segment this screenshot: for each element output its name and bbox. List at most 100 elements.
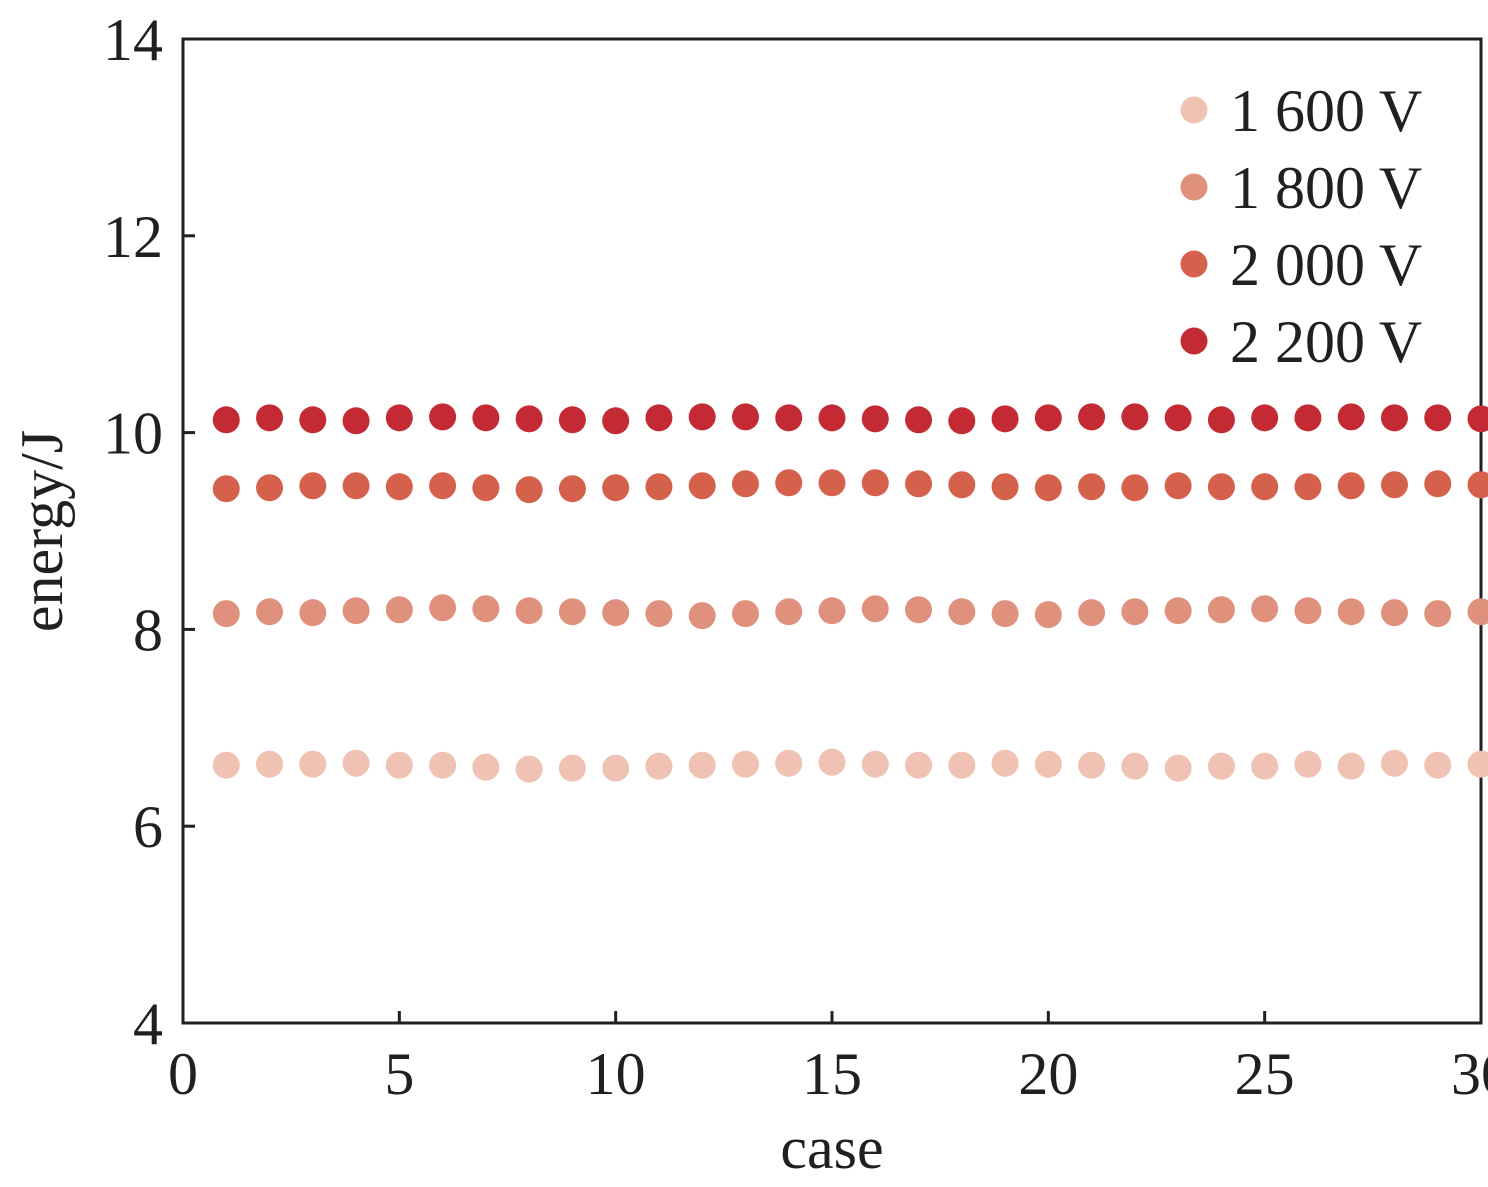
data-point-series-1	[1424, 600, 1452, 628]
data-point-series-2	[602, 474, 630, 502]
data-point-series-1	[991, 600, 1019, 628]
data-point-series-0	[1424, 751, 1452, 779]
data-point-series-2	[429, 472, 457, 500]
data-point-series-0	[1034, 750, 1062, 778]
data-point-series-1	[645, 600, 673, 628]
legend-marker	[1180, 250, 1208, 278]
data-point-series-1	[299, 599, 327, 627]
data-point-series-3	[558, 406, 586, 434]
data-point-series-3	[688, 403, 716, 431]
data-point-series-2	[948, 471, 976, 499]
data-point-series-0	[948, 751, 976, 779]
data-point-series-1	[385, 596, 413, 624]
data-point-series-1	[688, 602, 716, 630]
data-point-series-0	[385, 751, 413, 779]
data-point-series-3	[342, 407, 370, 435]
x-axis: 0 5 10 15 20 25 30	[168, 1011, 1488, 1107]
data-point-series-3	[1164, 404, 1192, 432]
data-point-series-1	[1380, 599, 1408, 627]
x-tick-label: 20	[1018, 1041, 1078, 1107]
x-tick-label: 30	[1451, 1041, 1488, 1107]
data-point-series-0	[1121, 752, 1149, 780]
data-point-series-3	[1424, 404, 1452, 432]
legend-label: 1 800 V	[1230, 155, 1422, 221]
data-point-series-3	[1034, 404, 1062, 432]
data-point-series-3	[861, 405, 889, 433]
data-point-series-0	[1164, 754, 1192, 782]
data-point-series-3	[818, 404, 846, 432]
y-tick-label: 8	[133, 597, 163, 663]
data-point-series-2	[1034, 474, 1062, 502]
data-point-series-3	[299, 406, 327, 434]
data-point-series-1	[1294, 597, 1322, 625]
data-points	[212, 403, 1488, 783]
y-tick-label: 10	[103, 401, 163, 467]
legend-label: 1 600 V	[1230, 78, 1422, 144]
data-point-series-0	[731, 750, 759, 778]
legend-marker	[1180, 327, 1208, 355]
x-tick-label: 10	[586, 1041, 646, 1107]
x-tick-label: 5	[384, 1041, 414, 1107]
data-point-series-0	[1380, 749, 1408, 777]
data-point-series-3	[1467, 405, 1488, 433]
data-point-series-1	[472, 595, 500, 623]
data-point-series-0	[1251, 752, 1279, 780]
data-point-series-1	[775, 598, 803, 626]
data-point-series-0	[558, 754, 586, 782]
x-tick-label: 15	[802, 1041, 862, 1107]
data-point-series-2	[558, 475, 586, 503]
data-point-series-3	[775, 404, 803, 432]
y-tick-label: 14	[103, 7, 163, 73]
y-tick-label: 6	[133, 794, 163, 860]
x-tick-label: 0	[168, 1041, 198, 1107]
data-point-series-2	[775, 469, 803, 497]
data-point-series-3	[1251, 404, 1279, 432]
data-point-series-1	[731, 600, 759, 628]
data-point-series-1	[1337, 598, 1365, 626]
data-point-series-0	[472, 753, 500, 781]
data-point-series-3	[212, 406, 240, 434]
data-point-series-1	[256, 598, 284, 626]
data-point-series-2	[472, 474, 500, 502]
x-axis-title: case	[780, 1115, 883, 1181]
data-point-series-3	[731, 403, 759, 431]
y-tick-label: 4	[133, 991, 163, 1057]
data-point-series-3	[905, 406, 933, 434]
data-point-series-3	[472, 404, 500, 432]
data-point-series-0	[645, 752, 673, 780]
data-point-series-2	[342, 472, 370, 500]
data-point-series-1	[342, 597, 370, 625]
data-point-series-2	[818, 469, 846, 497]
data-point-series-1	[1164, 597, 1192, 625]
data-point-series-2	[731, 470, 759, 498]
data-point-series-3	[991, 405, 1019, 433]
data-point-series-3	[1337, 403, 1365, 431]
data-point-series-1	[1034, 601, 1062, 629]
data-point-series-2	[299, 472, 327, 500]
data-point-series-1	[861, 595, 889, 623]
data-point-series-0	[515, 755, 543, 783]
data-point-series-0	[991, 749, 1019, 777]
data-point-series-2	[1078, 473, 1106, 501]
legend-label: 2 000 V	[1230, 232, 1422, 298]
data-point-series-2	[1207, 473, 1235, 501]
data-point-series-0	[1467, 750, 1488, 778]
data-point-series-0	[1078, 751, 1106, 779]
data-point-series-1	[515, 597, 543, 625]
data-point-series-0	[775, 749, 803, 777]
data-point-series-3	[602, 407, 630, 435]
data-point-series-2	[1251, 473, 1279, 501]
data-point-series-3	[1294, 404, 1322, 432]
data-point-series-2	[1337, 472, 1365, 500]
data-point-series-2	[515, 476, 543, 504]
data-point-series-3	[256, 404, 284, 432]
data-point-series-2	[688, 472, 716, 500]
data-point-series-2	[991, 473, 1019, 501]
legend: 1 600 V 1 800 V 2 000 V 2 200 V	[1180, 78, 1422, 375]
data-point-series-1	[948, 598, 976, 626]
data-point-series-1	[1121, 598, 1149, 626]
legend-label: 2 200 V	[1230, 309, 1422, 375]
data-point-series-0	[861, 750, 889, 778]
y-tick-label: 12	[103, 204, 163, 270]
data-point-series-2	[1467, 471, 1488, 499]
